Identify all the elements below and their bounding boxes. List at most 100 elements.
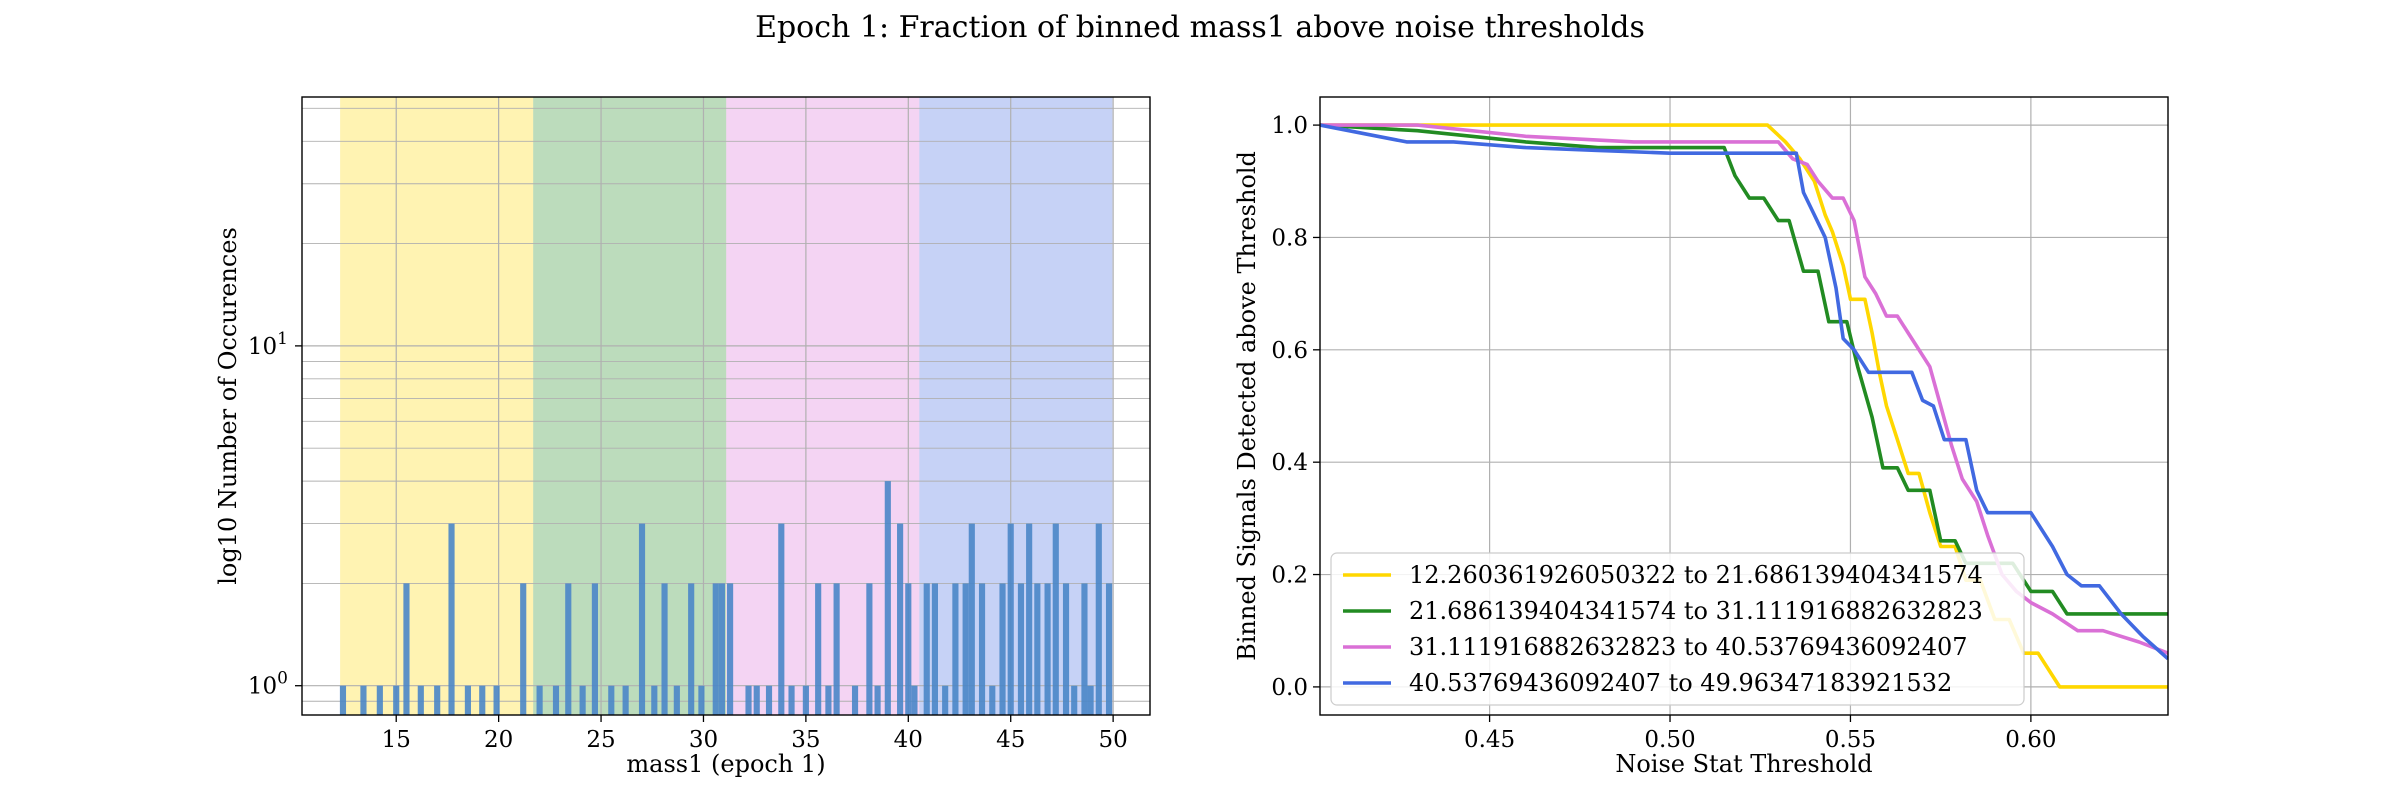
histogram-bar — [1081, 583, 1088, 715]
histogram-bar — [942, 685, 949, 715]
x-tick-label: 0.55 — [1825, 727, 1876, 753]
x-tick-label: 40 — [894, 727, 923, 753]
x-tick-label: 25 — [586, 727, 615, 753]
histogram-bar — [1071, 685, 1078, 715]
histogram-bar — [923, 583, 930, 715]
histogram-bar — [393, 685, 400, 715]
legend-label: 12.260361926050322 to 21.686139404341574 — [1409, 561, 1983, 589]
threshold-panel: 0.45 0.50 0.55 0.60 0.0 0.2 0.4 0.6 0.8 1.0 Noise… — [1233, 96, 2169, 778]
histogram-bar — [608, 685, 615, 715]
histogram-bar — [638, 523, 646, 715]
y-tick-label: 0.6 — [1271, 338, 1308, 364]
y-tick-label: 1.0 — [1271, 113, 1308, 139]
mass-bin-band — [340, 97, 534, 715]
histogram-bar — [897, 523, 904, 715]
figure-title: Epoch 1: Fraction of binned mass1 above … — [755, 10, 1645, 45]
x-tick-label: 0.60 — [2005, 727, 2056, 753]
histogram-bar — [718, 583, 725, 715]
histogram-bar — [952, 583, 959, 715]
histogram-bar — [825, 685, 832, 715]
histogram-bar — [1017, 583, 1025, 715]
histogram-bar — [765, 685, 773, 715]
histogram-bar — [905, 583, 912, 715]
histogram-bar — [712, 583, 719, 715]
x-tick-label: 30 — [689, 727, 718, 753]
legend-label: 40.53769436092407 to 49.96347183921532 — [1409, 669, 1952, 697]
histogram-bar — [520, 583, 527, 715]
histogram-bar — [802, 685, 809, 715]
histogram-bar — [552, 685, 560, 715]
histogram-bar — [788, 685, 795, 715]
histogram-bar — [493, 685, 500, 715]
histogram-bar — [989, 685, 996, 715]
histogram-bar — [651, 685, 658, 715]
histogram-bar — [464, 685, 471, 715]
histogram-bar — [339, 685, 347, 715]
histogram-grid — [302, 97, 1150, 715]
legend: 12.260361926050322 to 21.686139404341574… — [1330, 552, 2025, 706]
y-tick-label: 0.4 — [1271, 450, 1308, 476]
histogram-bar — [833, 583, 840, 715]
histogram-bar — [1007, 523, 1014, 715]
histogram-ylabel: log10 Number of Occurences — [214, 227, 242, 585]
histogram-bar — [591, 583, 598, 715]
histogram-bar — [448, 523, 455, 715]
histogram-bar — [565, 583, 572, 715]
histogram-bar — [1062, 583, 1070, 715]
histogram-bar — [866, 583, 873, 715]
y-tick-label: 0.0 — [1271, 675, 1308, 701]
histogram-bar — [968, 523, 975, 715]
histogram-bar — [745, 685, 752, 715]
histogram-bar — [1087, 685, 1094, 715]
histogram-bar — [536, 685, 543, 715]
histogram-bar — [661, 583, 668, 715]
histogram-bar — [417, 685, 424, 715]
histogram-bar — [673, 685, 680, 715]
x-tick-label: 0.50 — [1644, 727, 1695, 753]
x-tick-label: 15 — [382, 727, 411, 753]
histogram-bar — [727, 583, 734, 715]
x-tick-label: 50 — [1098, 727, 1127, 753]
legend-label: 31.111916882632823 to 40.53769436092407 — [1409, 633, 1968, 661]
histogram-bar — [1052, 523, 1059, 715]
histogram-bar — [688, 583, 695, 715]
legend-box — [1330, 552, 2025, 706]
y-tick-label: 0.2 — [1271, 563, 1308, 589]
histogram-bar — [698, 685, 705, 715]
x-tick-label: 35 — [791, 727, 820, 753]
mass-bin-band — [533, 97, 727, 715]
histogram-bar — [1026, 523, 1033, 715]
histogram-bar — [579, 685, 586, 715]
histogram-bar — [434, 685, 441, 715]
threshold-frame — [1319, 96, 2169, 716]
histogram-bar — [1105, 583, 1113, 715]
x-tick-label: 45 — [996, 727, 1025, 753]
series-line — [1320, 123, 2168, 655]
series-line — [1320, 123, 2168, 661]
histogram-bar — [778, 523, 785, 715]
threshold-ticks: 0.45 0.50 0.55 0.60 0.0 0.2 0.4 0.6 0.8 1.0 — [1271, 113, 2056, 753]
histogram-bar — [999, 583, 1006, 715]
histogram-bar — [931, 583, 938, 715]
histogram-bar — [911, 685, 918, 715]
histogram-bar — [753, 685, 760, 715]
histogram-bar — [1095, 523, 1102, 715]
histogram-xlabel: mass1 (epoch 1) — [626, 750, 825, 778]
histogram-bar — [1044, 583, 1051, 715]
histogram-bar — [962, 583, 969, 715]
histogram-frame — [301, 96, 1151, 716]
threshold-xlabel: Noise Stat Threshold — [1615, 750, 1872, 778]
histogram-bar — [1034, 583, 1041, 715]
mass-bin-bands — [340, 97, 1113, 715]
mass-bin-band — [919, 97, 1113, 715]
y-tick-label: 0.8 — [1271, 225, 1308, 251]
histogram-bar — [815, 583, 822, 715]
histogram-bars — [339, 481, 1113, 715]
histogram-bar — [622, 685, 629, 715]
x-tick-label: 20 — [484, 727, 513, 753]
threshold-ylabel: Binned Signals Detected above Threshold — [1233, 151, 1261, 661]
histogram-bar — [360, 685, 367, 715]
histogram-bar — [376, 685, 383, 715]
